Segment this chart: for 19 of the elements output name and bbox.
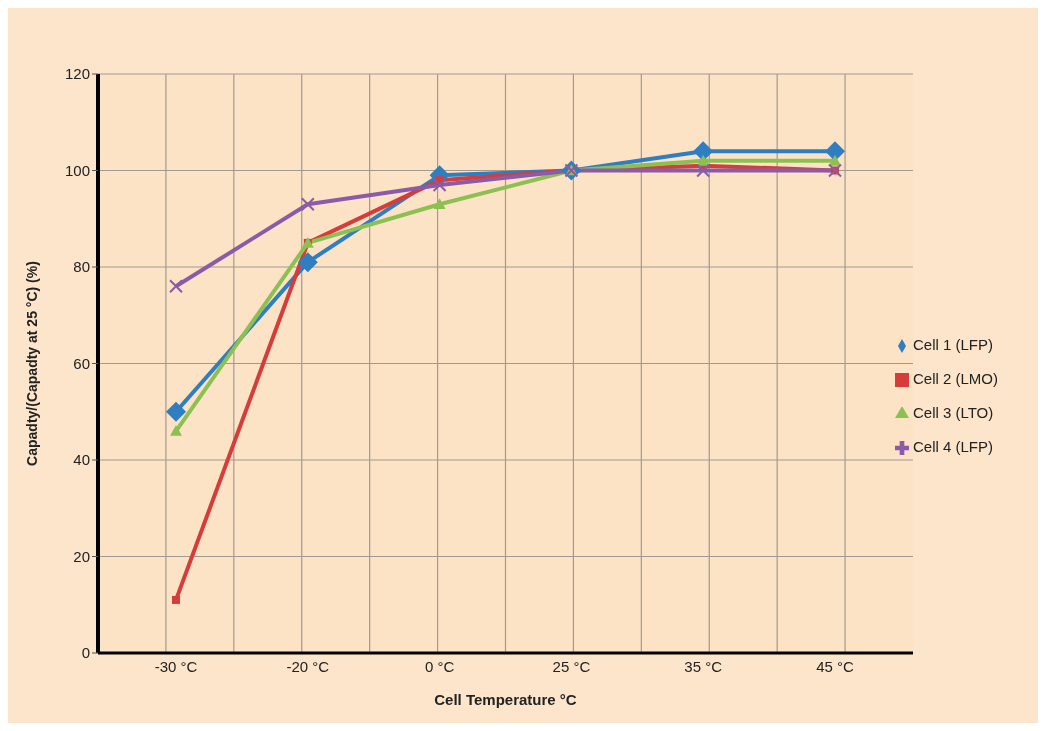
legend-label: Cell 3 (LTO): [912, 404, 994, 421]
y-tick-label: 0: [81, 644, 90, 662]
x-tick-label: 0 °C: [424, 657, 455, 675]
x-tick-label: 45 °C: [816, 657, 854, 675]
y-tick-label: 60: [73, 354, 90, 372]
y-tick-label: 120: [64, 65, 90, 83]
y-tick-label: 80: [73, 258, 90, 276]
y-axis-title: Capadty/(Capadty at 25 °C) (%): [23, 261, 40, 466]
y-tick-label: 40: [73, 451, 90, 469]
y-tick-label: 100: [64, 161, 90, 179]
x-tick-label: 35 °C: [684, 657, 723, 675]
legend-label: Cell 1 (LFP): [912, 336, 994, 353]
legend-label: Cell 2 (LMO): [912, 370, 998, 387]
x-axis-title: Cell Temperature °C: [434, 691, 577, 708]
x-tick-label: -20 °C: [286, 657, 330, 675]
x-tick-label: 25 °C: [552, 657, 591, 675]
legend-label: Cell 4 (LFP): [912, 438, 994, 455]
x-tick-label: -30 °C: [154, 657, 198, 675]
y-tick-label: 20: [73, 547, 90, 565]
